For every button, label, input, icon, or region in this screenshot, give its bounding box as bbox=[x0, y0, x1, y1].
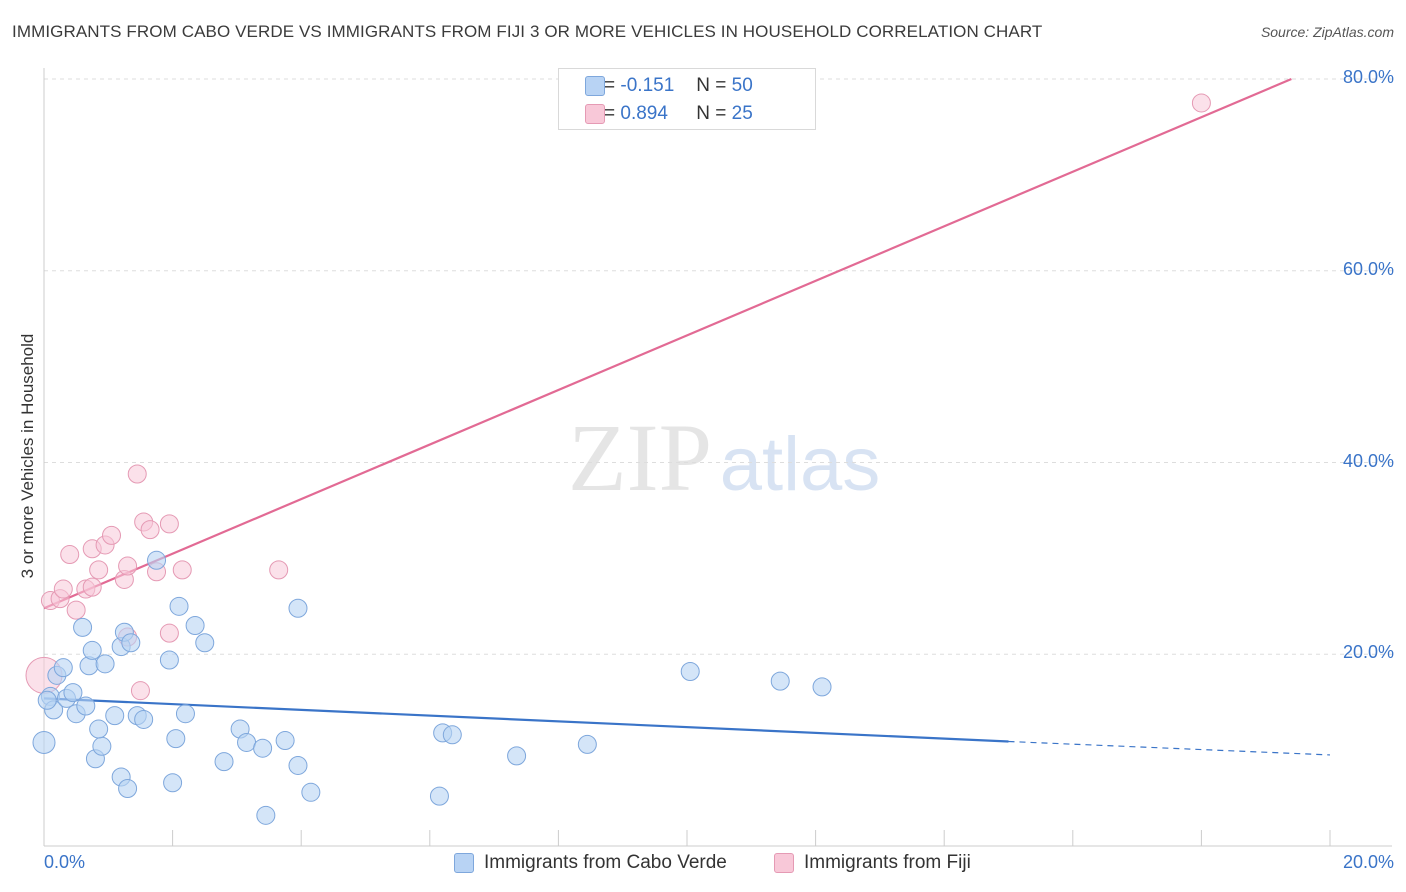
data-point-fiji bbox=[82, 577, 102, 597]
legend-row-pink: R = 0.894 N = 25 bbox=[585, 100, 753, 128]
data-point-cabo-verde bbox=[237, 732, 257, 752]
data-point-cabo-verde bbox=[288, 598, 308, 618]
legend-r-value: 0.894 bbox=[620, 103, 668, 124]
data-point-cabo-verde bbox=[680, 662, 700, 682]
data-point-cabo-verde bbox=[256, 805, 276, 825]
y-axis-label: 3 or more Vehicles in Household bbox=[18, 333, 37, 579]
data-point-fiji bbox=[102, 525, 122, 545]
data-point-fiji bbox=[118, 556, 138, 576]
data-point-cabo-verde bbox=[76, 696, 96, 716]
data-point-cabo-verde bbox=[163, 773, 183, 793]
data-point-cabo-verde bbox=[185, 615, 205, 635]
legend-swatch-pink bbox=[585, 104, 605, 124]
data-point-cabo-verde bbox=[253, 738, 273, 758]
trend-line-cabo-verde-extrapolated bbox=[1008, 740, 1331, 756]
data-point-fiji bbox=[60, 545, 80, 565]
data-point-fiji bbox=[172, 560, 192, 580]
trend-line-cabo-verde bbox=[43, 697, 1009, 743]
data-point-fiji bbox=[130, 681, 150, 701]
data-point-cabo-verde bbox=[195, 633, 215, 653]
data-point-cabo-verde bbox=[812, 677, 832, 697]
series-legend-item-pink: Immigrants from Fiji bbox=[774, 852, 971, 874]
y-tick-label: 60.0% bbox=[1342, 258, 1394, 279]
data-point-cabo-verde bbox=[79, 656, 99, 676]
series-label-pink: Immigrants from Fiji bbox=[804, 852, 971, 873]
correlation-legend: R = -0.151 N = 50 R = 0.894 N = 25 bbox=[558, 68, 816, 130]
source-label: Source: ZipAtlas.com bbox=[1260, 24, 1394, 40]
series-label-blue: Immigrants from Cabo Verde bbox=[484, 852, 727, 873]
y-tick-label: 20.0% bbox=[1342, 642, 1394, 663]
series-legend: Immigrants from Cabo Verde Immigrants fr… bbox=[0, 852, 1406, 878]
series-legend-item-blue: Immigrants from Cabo Verde bbox=[454, 852, 727, 874]
data-point-cabo-verde bbox=[429, 786, 449, 806]
data-point-fiji bbox=[159, 514, 179, 534]
series-swatch-pink bbox=[774, 853, 794, 873]
y-tick-label: 80.0% bbox=[1342, 67, 1394, 87]
data-point-cabo-verde bbox=[166, 729, 186, 749]
data-point-cabo-verde bbox=[169, 596, 189, 616]
data-point-cabo-verde bbox=[442, 725, 462, 745]
data-point-cabo-verde bbox=[770, 671, 790, 691]
data-point-fiji bbox=[89, 560, 109, 580]
data-point-cabo-verde bbox=[32, 730, 56, 754]
series-swatch-blue bbox=[454, 853, 474, 873]
data-point-cabo-verde bbox=[507, 746, 527, 766]
data-point-cabo-verde bbox=[37, 690, 57, 710]
data-point-cabo-verde bbox=[134, 709, 154, 729]
data-point-cabo-verde bbox=[175, 704, 195, 724]
data-point-fiji bbox=[269, 560, 289, 580]
data-point-cabo-verde bbox=[105, 706, 125, 726]
data-point-fiji bbox=[159, 623, 179, 643]
data-point-cabo-verde bbox=[82, 640, 102, 660]
data-point-cabo-verde bbox=[53, 658, 73, 678]
x-tick-label-max: 20.0% bbox=[1342, 852, 1394, 872]
data-point-cabo-verde bbox=[288, 755, 308, 775]
data-point-fiji bbox=[1191, 93, 1211, 113]
data-point-cabo-verde bbox=[577, 734, 597, 754]
data-point-cabo-verde bbox=[118, 778, 138, 798]
data-point-cabo-verde bbox=[147, 550, 167, 570]
legend-n-label: N = bbox=[696, 75, 727, 96]
legend-row-blue: R = -0.151 N = 50 bbox=[585, 72, 753, 100]
data-point-cabo-verde bbox=[275, 731, 295, 751]
watermark-atlas: atlas bbox=[720, 422, 881, 507]
data-point-fiji bbox=[66, 600, 86, 620]
trend-line-fiji bbox=[43, 77, 1292, 610]
data-point-cabo-verde bbox=[121, 633, 141, 653]
data-point-fiji bbox=[53, 579, 73, 599]
data-point-cabo-verde bbox=[89, 719, 109, 739]
data-point-cabo-verde bbox=[73, 617, 93, 637]
watermark-zip: ZIP bbox=[568, 404, 712, 511]
data-point-cabo-verde bbox=[159, 650, 179, 670]
y-tick-label: 40.0% bbox=[1342, 450, 1394, 471]
data-point-fiji bbox=[140, 520, 160, 540]
chart-title: IMMIGRANTS FROM CABO VERDE VS IMMIGRANTS… bbox=[12, 22, 1043, 41]
data-point-cabo-verde bbox=[95, 654, 115, 674]
legend-n-value: 50 bbox=[731, 75, 753, 96]
data-point-cabo-verde bbox=[92, 736, 112, 756]
x-tick-label-min: 0.0% bbox=[44, 852, 86, 872]
data-point-cabo-verde bbox=[63, 683, 83, 703]
legend-n-value: 25 bbox=[731, 103, 753, 124]
data-point-cabo-verde bbox=[301, 782, 321, 802]
data-point-fiji bbox=[127, 464, 147, 484]
legend-n-label: N = bbox=[696, 103, 727, 124]
legend-r-value: -0.151 bbox=[620, 75, 675, 96]
legend-swatch-blue bbox=[585, 76, 605, 96]
data-point-cabo-verde bbox=[214, 752, 234, 772]
